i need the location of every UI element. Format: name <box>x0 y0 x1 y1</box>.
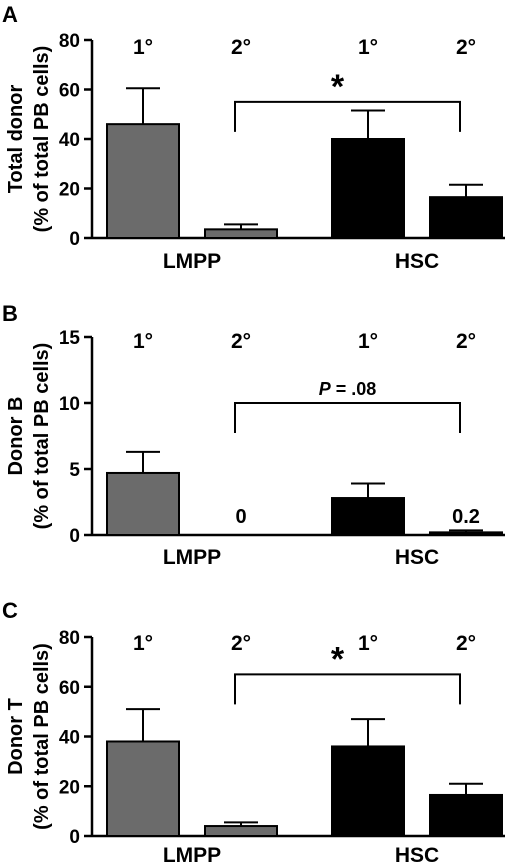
bar <box>331 138 405 239</box>
y-tick-label: 60 <box>59 678 80 699</box>
y-tick-label: 10 <box>59 394 80 415</box>
bar-condition-label: 1° <box>358 330 378 353</box>
bar-value-label: 0 <box>235 506 246 528</box>
chart-panel-b: B Donor B (% of total PB cells) 0 5 10 15 1° 2° 0… <box>2 301 505 569</box>
x-category-label: LMPP <box>163 546 221 569</box>
panel-label: A <box>2 2 18 27</box>
bar <box>429 196 503 240</box>
panel-label: C <box>2 598 18 623</box>
y-axis-title: Donor T <box>5 698 27 775</box>
x-category-label: LMPP <box>163 250 221 273</box>
y-tick-label: 80 <box>59 31 80 52</box>
bar-condition-label: 1° <box>133 330 153 353</box>
chart-panel-c: C Donor T (% of total PB cells) 0 20 40 60 80 1°… <box>2 598 505 867</box>
y-tick-label: 0 <box>69 229 80 250</box>
bar-condition-label: 1° <box>133 36 153 59</box>
significance-star: * <box>331 68 345 106</box>
y-tick-label: 80 <box>59 628 80 649</box>
bar <box>204 825 278 837</box>
y-tick-label: 20 <box>59 180 80 201</box>
y-axis-title: Donor B <box>5 397 27 476</box>
significance-star: * <box>331 640 345 678</box>
y-tick-label: 0 <box>69 526 80 547</box>
bar-condition-label: 1° <box>358 632 378 655</box>
y-tick-label: 5 <box>69 460 80 481</box>
x-category-label: LMPP <box>163 844 221 867</box>
y-axis-subtitle: (% of total PB cells) <box>31 46 53 233</box>
y-axis-subtitle: (% of total PB cells) <box>31 643 53 830</box>
bar <box>106 740 180 837</box>
comparison-bracket <box>234 100 461 132</box>
bar-condition-label: 2° <box>456 330 476 353</box>
p-value-letter: P <box>319 379 332 399</box>
comparison-bracket <box>234 673 461 705</box>
x-category-label: HSC <box>395 546 439 569</box>
y-tick-label: 40 <box>59 130 80 151</box>
comparison-bracket <box>234 402 461 433</box>
y-axis-title: Total donor <box>5 85 27 194</box>
bar-value-label: 0.2 <box>452 506 480 528</box>
bar <box>429 531 503 536</box>
bar <box>204 228 278 239</box>
bar-condition-label: 1° <box>358 36 378 59</box>
bar-condition-label: 2° <box>231 632 251 655</box>
y-tick-label: 60 <box>59 81 80 102</box>
chart-panel-a: A Total donor (% of total PB cells) 0 20 40 60… <box>2 2 505 273</box>
bar <box>106 471 180 536</box>
y-tick-label: 0 <box>69 827 80 848</box>
p-value-text: = .08 <box>331 379 377 399</box>
bar <box>429 793 503 837</box>
x-category-label: HSC <box>395 844 439 867</box>
bar-condition-label: 2° <box>231 36 251 59</box>
y-tick-label: 15 <box>59 328 81 349</box>
bar-condition-label: 2° <box>231 330 251 353</box>
p-value-label: P = .08 <box>319 379 377 399</box>
bar-condition-label: 1° <box>133 632 153 655</box>
bar-condition-label: 2° <box>456 632 476 655</box>
x-category-label: HSC <box>395 250 439 273</box>
panel-label: B <box>2 301 18 326</box>
bar-condition-label: 2° <box>456 36 476 59</box>
y-axis-subtitle: (% of total PB cells) <box>31 343 53 530</box>
bar <box>106 123 180 239</box>
bar <box>331 745 405 838</box>
y-tick-label: 40 <box>59 728 80 749</box>
bar <box>331 497 405 537</box>
y-tick-label: 20 <box>59 777 80 798</box>
